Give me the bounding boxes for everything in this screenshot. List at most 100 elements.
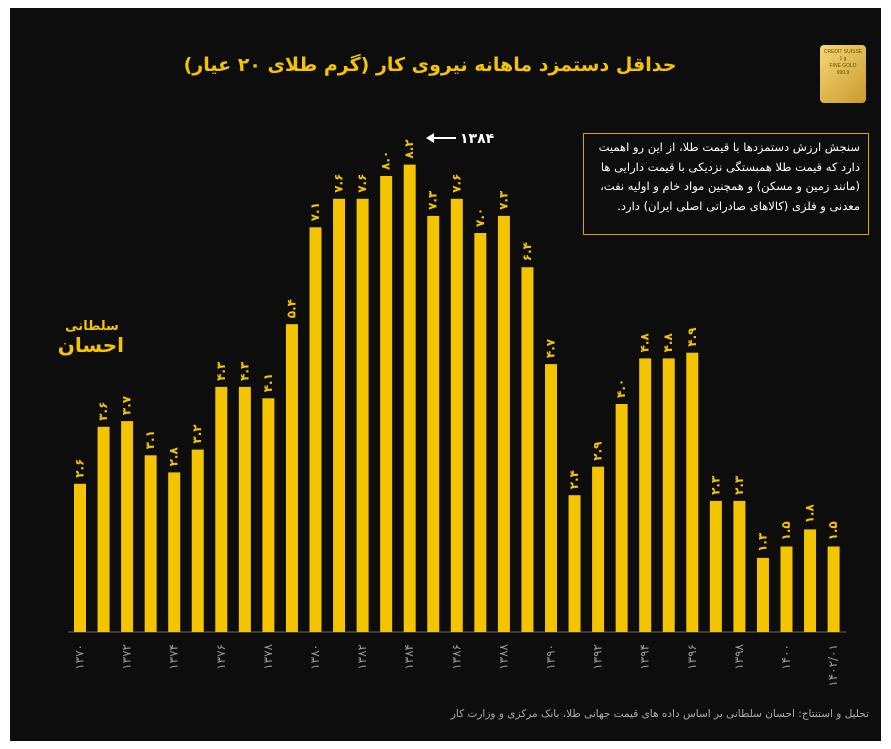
chart-title: حداقل دستمزد ماهانه نیروی کار (گرم طلای … (183, 54, 677, 76)
value-label: ۱.۸ (803, 504, 817, 524)
bar (168, 472, 181, 632)
bar (144, 455, 157, 632)
value-label: ۴.۸ (661, 333, 675, 353)
value-label: ۷.۳ (426, 190, 440, 210)
footer: تحلیل و استنتاج: احسان سلطانی بر اساس دا… (450, 708, 869, 720)
x-tick-label: ۱۳۹۶ (685, 644, 699, 670)
x-tick-label: ۱۳۸۲ (355, 644, 369, 670)
value-label: ۳.۱ (143, 430, 157, 449)
bar (380, 176, 393, 632)
bar (333, 198, 346, 633)
value-label: ۴.۷ (544, 338, 558, 358)
bar (215, 386, 228, 632)
bar (427, 215, 440, 632)
arrow-head (426, 133, 434, 143)
note-line: سنجش ارزش دستمزدها با قیمت طلا، از این ر… (598, 140, 860, 154)
bar (309, 227, 322, 633)
bar (827, 546, 840, 632)
value-label: ۷.۶ (332, 174, 346, 193)
value-label: ۸.۲ (402, 139, 416, 159)
value-label: ۲.۹ (591, 441, 605, 461)
bar (474, 233, 487, 632)
gold-bar-icon: CREDIT SUISSE 1 g FINE GOLD 999.9 (820, 45, 866, 103)
x-tick-label: ۱۳۸۸ (496, 643, 510, 669)
x-tick-label: ۱۳۸۴ (402, 644, 416, 670)
note-line: دارد که قیمت طلا همبستگی نزدیکی با قیمت … (600, 159, 860, 174)
value-label: ۴.۹ (685, 327, 699, 347)
value-label: ۲.۸ (167, 447, 181, 467)
bar (191, 449, 204, 632)
icon-text: CREDIT SUISSE (823, 49, 863, 55)
value-label: ۳.۷ (120, 395, 134, 415)
icon-text: 1 g (839, 56, 847, 62)
bar (568, 495, 581, 632)
x-tick-label: ۱۳۷۰ (73, 644, 87, 670)
bar (403, 164, 416, 632)
bar (497, 215, 510, 632)
bar (615, 404, 628, 632)
bar (733, 500, 746, 632)
x-tick-label: ۱۳۷۸ (261, 643, 275, 669)
value-label: ۵.۴ (284, 299, 298, 318)
bar (545, 364, 557, 632)
value-label: ۷.۳ (496, 190, 510, 210)
value-label: ۴.۰ (614, 379, 628, 398)
bar (592, 466, 605, 632)
value-label: ۳.۲ (190, 424, 204, 444)
annotation: ۱۳۸۴ (460, 131, 495, 147)
bar (780, 546, 793, 632)
value-label: ۴.۱ (261, 373, 275, 392)
x-tick-label: ۱۳۹۰ (544, 644, 558, 670)
value-label: ۷.۰ (473, 208, 487, 227)
value-label: ۱.۵ (779, 521, 793, 540)
logo-text: احسان (57, 333, 124, 357)
value-label: ۲.۳ (732, 475, 746, 495)
logo: سلطانی احسان (57, 318, 124, 357)
value-label: ۱.۵ (826, 521, 840, 540)
value-label: ۶.۴ (520, 242, 534, 261)
value-label: ۲.۴ (567, 470, 581, 489)
bar (804, 529, 817, 632)
bar (662, 358, 675, 632)
x-tick-label: ۱۴۰۰ (779, 644, 793, 670)
x-tick-label: ۱۳۷۶ (214, 644, 228, 670)
value-label: ۷.۶ (355, 174, 369, 193)
x-tick-label: ۱۳۷۴ (167, 644, 181, 670)
x-tick-label: ۱۳۹۴ (638, 644, 652, 670)
value-label: ۷.۶ (449, 174, 463, 193)
value-label: ۷.۱ (308, 202, 322, 221)
bar (756, 557, 769, 632)
x-tick-label: ۱۴۰۲/۰۱ (826, 644, 840, 687)
note-line: معدنی و فلزی (کالاهای صادراتی اصلی ایران… (617, 198, 860, 213)
bar (521, 267, 534, 632)
bar (238, 386, 251, 632)
x-tick-label: ۱۳۸۰ (308, 644, 322, 670)
x-tick-label: ۱۳۹۸ (732, 643, 746, 669)
value-label: ۳.۶ (96, 402, 110, 421)
value-label: ۴.۳ (237, 361, 251, 381)
x-tick-label: ۱۳۹۲ (591, 644, 605, 670)
bar (709, 500, 722, 632)
value-label: ۴.۸ (638, 333, 652, 353)
icon-text: FINE GOLD (829, 63, 857, 69)
bar (262, 398, 275, 632)
bar (97, 426, 110, 632)
value-label: ۴.۳ (214, 361, 228, 381)
bar (356, 198, 369, 633)
bar (639, 358, 652, 632)
logo-text: سلطانی (65, 319, 119, 334)
bar (121, 421, 134, 632)
bar (285, 324, 298, 632)
note-box: سنجش ارزش دستمزدها با قیمت طلا، از این ر… (583, 133, 869, 235)
value-label: ۸.۰ (379, 151, 393, 170)
note-line: (مانند زمین و مسکن) و همچنین مواد خام و … (600, 179, 860, 193)
bar (686, 352, 699, 632)
bar (450, 198, 463, 633)
x-tick-label: ۱۳۸۶ (449, 644, 463, 670)
icon-text: 999.9 (836, 70, 850, 76)
value-label: ۲.۶ (73, 459, 87, 478)
value-label: ۱.۳ (755, 532, 769, 552)
x-tick-label: ۱۳۷۲ (120, 644, 134, 670)
